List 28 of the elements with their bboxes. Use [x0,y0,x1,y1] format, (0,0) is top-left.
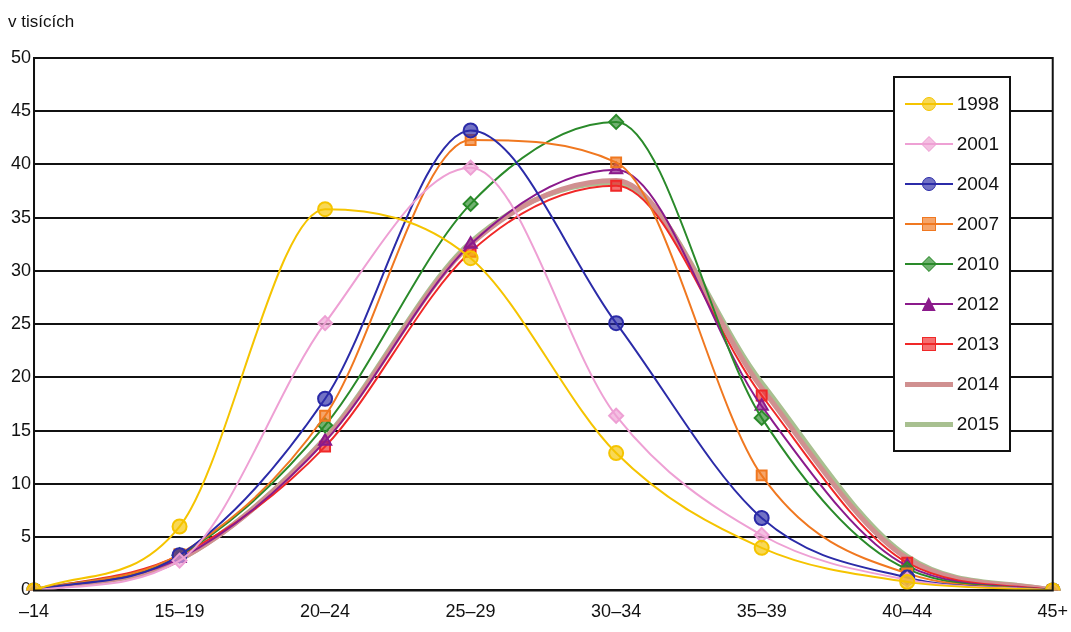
y-tick-label: 30 [10,259,32,280]
y-tick-label: 5 [21,526,32,547]
x-tick-label: –14 [19,601,50,622]
x-tick-label: 20–24 [300,601,351,622]
legend-label: 1998 [956,93,999,115]
y-tick-label: 15 [10,419,32,440]
x-tick-label: 25–29 [445,601,496,622]
legend-label: 2001 [956,133,999,155]
y-tick-label: 20 [10,366,32,387]
x-tick-label: 35–39 [736,601,787,622]
legend-label: 2010 [956,253,999,275]
x-tick-label: 45+ [1037,601,1069,622]
x-tick-label: 15–19 [154,601,205,622]
legend-label: 2013 [956,333,999,355]
legend-label: 2004 [956,173,999,195]
legend-label: 2007 [956,213,999,235]
y-axis-title: v tisících [8,12,75,32]
x-tick-label: 40–44 [882,601,933,622]
y-tick-label: 45 [10,100,32,121]
y-tick-label: 50 [10,46,32,67]
x-tick-label: 30–34 [591,601,642,622]
legend-label: 2012 [956,293,999,315]
legend-label: 2014 [956,373,999,395]
y-tick-label: 35 [10,206,32,227]
legend-label: 2015 [956,413,999,435]
y-tick-label: 40 [10,153,32,174]
y-tick-label: 10 [10,472,32,493]
y-tick-label: 25 [10,313,32,334]
